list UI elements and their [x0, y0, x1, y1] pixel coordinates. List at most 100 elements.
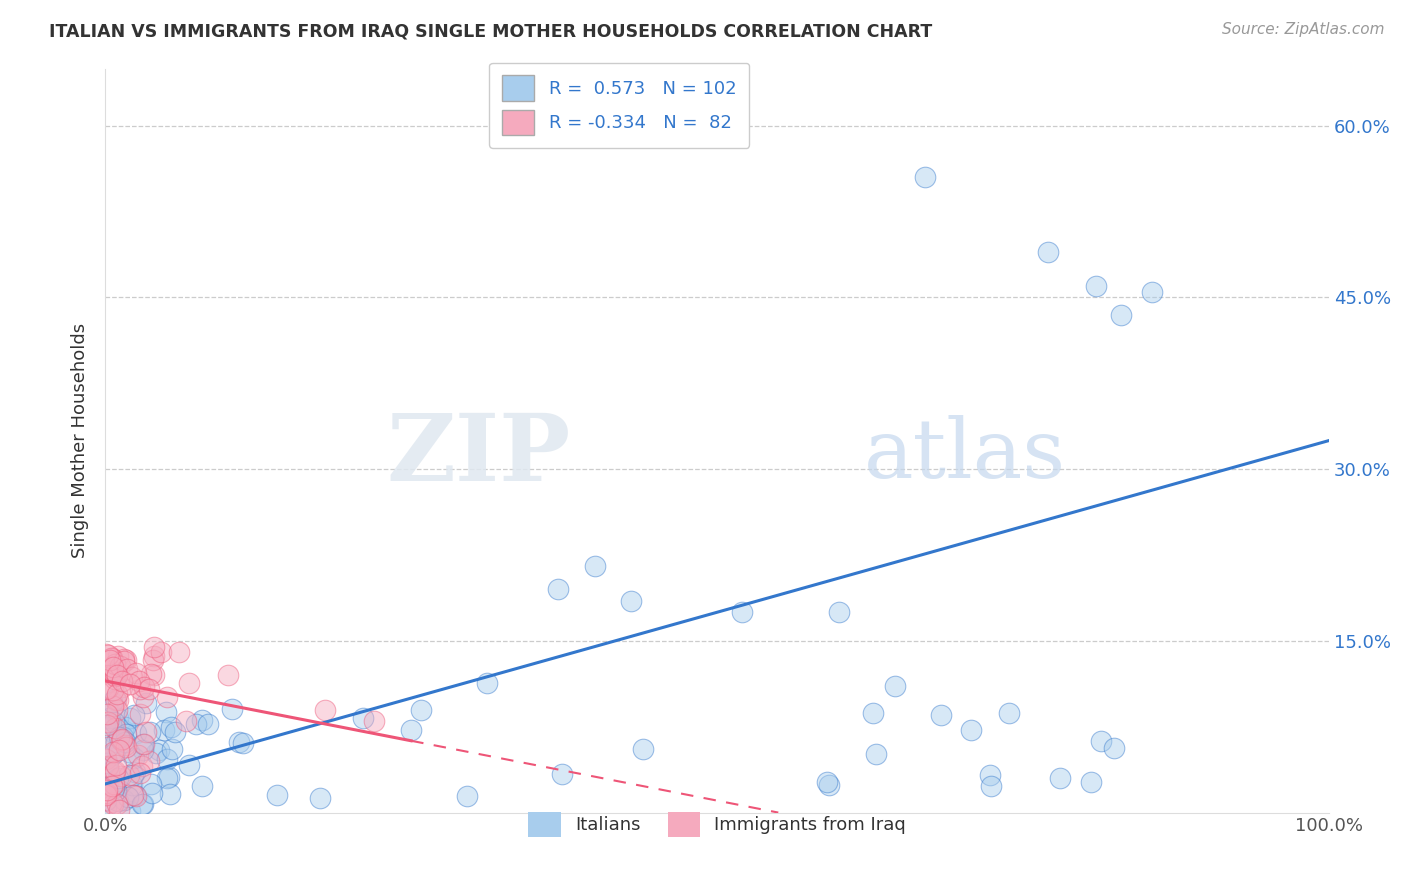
Point — [132, 737, 155, 751]
Point — [118, 768, 141, 782]
Point — [96, 647, 118, 661]
Point — [103, 726, 125, 740]
Point — [135, 724, 157, 739]
Point — [145, 747, 167, 761]
Point — [160, 720, 183, 734]
Point — [959, 723, 981, 737]
Point — [409, 703, 432, 717]
Point — [127, 748, 149, 763]
Point — [101, 660, 124, 674]
Point — [128, 707, 150, 722]
Point — [111, 723, 134, 738]
Point — [114, 735, 136, 749]
Point — [914, 170, 936, 185]
Point — [103, 765, 125, 780]
Point — [122, 788, 145, 802]
Point — [100, 795, 122, 809]
Point — [131, 797, 153, 811]
Point — [105, 757, 128, 772]
Point — [138, 681, 160, 696]
Point — [1036, 244, 1059, 259]
Point — [112, 655, 135, 669]
Point — [124, 764, 146, 779]
Point — [96, 756, 118, 770]
Point — [103, 715, 125, 730]
Point — [156, 690, 179, 705]
Point — [97, 731, 120, 746]
Point — [96, 793, 118, 807]
Point — [114, 720, 136, 734]
Point — [1140, 285, 1163, 299]
Point — [96, 800, 118, 814]
Point — [105, 687, 128, 701]
Text: ZIP: ZIP — [387, 410, 571, 500]
Point — [115, 726, 138, 740]
Point — [124, 708, 146, 723]
Point — [456, 789, 478, 803]
Point — [148, 743, 170, 757]
Point — [815, 775, 838, 789]
Point — [107, 693, 129, 707]
Point — [121, 767, 143, 781]
Point — [929, 707, 952, 722]
Point — [1102, 740, 1125, 755]
Point — [1090, 734, 1112, 748]
Point — [633, 742, 655, 756]
Text: ITALIAN VS IMMIGRANTS FROM IRAQ SINGLE MOTHER HOUSEHOLDS CORRELATION CHART: ITALIAN VS IMMIGRANTS FROM IRAQ SINGLE M… — [49, 22, 932, 40]
Point — [477, 676, 499, 690]
Point — [105, 782, 128, 797]
Point — [105, 797, 128, 811]
Point — [118, 745, 141, 759]
Point — [153, 723, 176, 737]
Text: atlas: atlas — [863, 416, 1066, 495]
Point — [107, 731, 129, 745]
Point — [100, 651, 122, 665]
Point — [139, 725, 162, 739]
Point — [160, 742, 183, 756]
Point — [141, 777, 163, 791]
Point — [101, 747, 124, 762]
Point — [105, 668, 128, 682]
Point — [97, 776, 120, 790]
Point — [1109, 308, 1132, 322]
Point — [865, 747, 887, 762]
Point — [104, 668, 127, 682]
Point — [883, 679, 905, 693]
Point — [97, 760, 120, 774]
Point — [104, 735, 127, 749]
Point — [157, 770, 180, 784]
Point — [1080, 775, 1102, 789]
Point — [135, 696, 157, 710]
Point — [363, 714, 385, 728]
Point — [129, 682, 152, 697]
Point — [107, 668, 129, 682]
Point — [96, 787, 118, 801]
Point — [620, 594, 643, 608]
Point — [104, 721, 127, 735]
Point — [142, 653, 165, 667]
Point — [96, 752, 118, 766]
Point — [228, 735, 250, 749]
Point — [107, 803, 129, 817]
Point — [191, 779, 214, 793]
Point — [118, 677, 141, 691]
Point — [103, 777, 125, 791]
Point — [128, 766, 150, 780]
Point — [1049, 771, 1071, 785]
Point — [110, 769, 132, 783]
Point — [103, 745, 125, 759]
Point — [177, 676, 200, 690]
Point — [120, 711, 142, 725]
Point — [167, 645, 190, 659]
Point — [107, 772, 129, 786]
Point — [104, 691, 127, 706]
Point — [862, 706, 884, 720]
Point — [159, 787, 181, 801]
Point — [134, 680, 156, 694]
Point — [141, 786, 163, 800]
Point — [111, 730, 134, 744]
Point — [104, 692, 127, 706]
Point — [197, 716, 219, 731]
Point — [112, 652, 135, 666]
Point — [132, 743, 155, 757]
